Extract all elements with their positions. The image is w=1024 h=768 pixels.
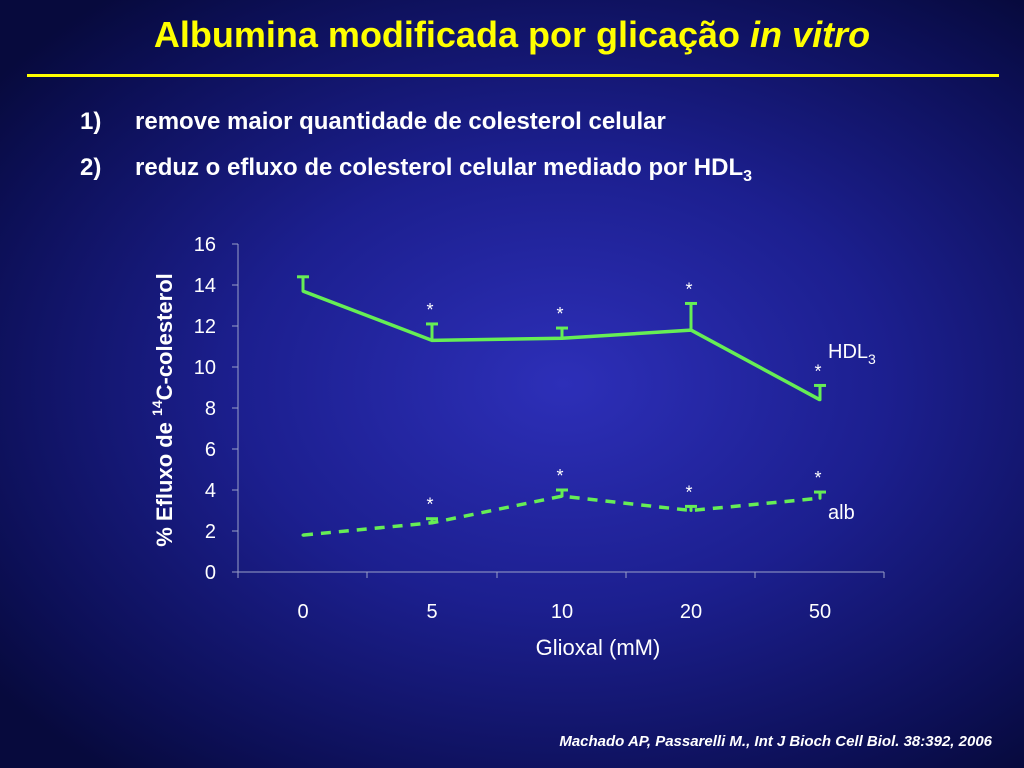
- y-tick-label: 10: [194, 357, 216, 379]
- significance-marker: *: [814, 361, 821, 381]
- x-tick-label: 20: [680, 601, 702, 623]
- page-title: Albumina modificada por glicação in vitr…: [0, 14, 1024, 56]
- bullet-number: 1): [80, 108, 102, 135]
- data-point: [818, 496, 822, 500]
- bullet-number: 2): [80, 154, 102, 181]
- y-tick-label: 6: [205, 439, 216, 461]
- x-axis-title: Glioxal (mM): [536, 635, 661, 660]
- data-point: [689, 328, 693, 332]
- significance-marker: *: [685, 482, 692, 502]
- data-point: [560, 336, 564, 340]
- data-point: [430, 521, 434, 525]
- y-tick-label: 2: [205, 521, 216, 543]
- y-tick-label: 8: [205, 398, 216, 420]
- x-tick-label: 10: [551, 601, 573, 623]
- y-tick-label: 16: [194, 234, 216, 256]
- title-underline: [27, 74, 999, 77]
- significance-marker: *: [426, 300, 433, 320]
- significance-marker: *: [556, 466, 563, 486]
- series-label-subscript: 3: [868, 351, 876, 367]
- x-tick-label: 50: [809, 601, 831, 623]
- data-point: [430, 338, 434, 342]
- bullet-list: 1) remove maior quantidade de colesterol…: [80, 108, 752, 200]
- y-axis-title-suffix: C-colesterol: [152, 273, 177, 400]
- y-axis-title-prefix: % Efluxo de: [152, 416, 177, 547]
- y-tick-label: 4: [205, 480, 216, 502]
- y-axis-title: % Efluxo de 14C-colesterol: [149, 273, 177, 547]
- series-label-name: HDL: [828, 341, 868, 363]
- significance-marker: *: [426, 495, 433, 515]
- data-point: [689, 509, 693, 512]
- bullet-item-2: 2) reduz o efluxo de colesterol celular …: [80, 154, 752, 200]
- bullet-subscript: 3: [743, 167, 753, 185]
- bullet-text: reduz o efluxo de colesterol celular med…: [135, 154, 744, 181]
- bullet-item-1: 1) remove maior quantidade de colesterol…: [80, 108, 752, 154]
- y-axis-title-superscript: 14: [149, 400, 165, 416]
- data-point: [301, 533, 305, 537]
- data-point: [818, 398, 822, 402]
- bullet-text: remove maior quantidade de colesterol ce…: [135, 108, 666, 135]
- data-point: [301, 289, 305, 293]
- data-point: [560, 494, 564, 498]
- y-tick-label: 12: [194, 316, 216, 338]
- series-line-alb: [302, 494, 821, 537]
- x-tick-label: 5: [426, 601, 437, 623]
- series-label: alb: [828, 502, 855, 524]
- citation: Machado AP, Passarelli M., Int J Bioch C…: [559, 733, 992, 750]
- significance-marker: *: [556, 304, 563, 324]
- title-main: Albumina modificada por glicação: [153, 14, 741, 55]
- title-italic: in vitro: [750, 14, 871, 55]
- significance-marker: *: [814, 468, 821, 488]
- x-tick-label: 0: [297, 601, 308, 623]
- series-label: HDL3: [828, 341, 876, 367]
- series-label-name: alb: [828, 502, 855, 524]
- y-tick-label: 14: [194, 275, 216, 297]
- significance-marker: *: [685, 279, 692, 299]
- y-tick-label: 0: [205, 562, 216, 584]
